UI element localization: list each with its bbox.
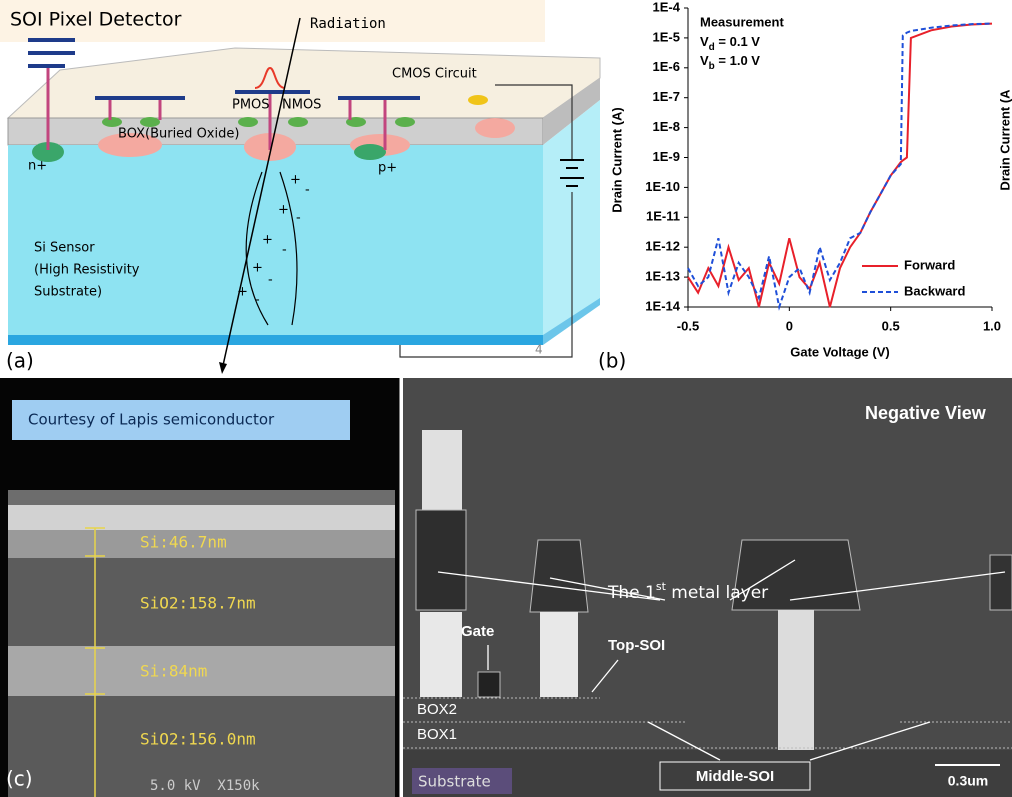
charge: + — [252, 261, 263, 276]
pillar — [778, 610, 814, 750]
panel-label: (a) — [6, 349, 34, 373]
pillar — [420, 612, 462, 697]
legend-label: Forward — [904, 257, 955, 272]
cmos-label: CMOS Circuit — [392, 67, 477, 82]
y-tick-label: 1E-12 — [645, 239, 680, 254]
y-tick-label: 1E-5 — [653, 29, 680, 44]
y-tick-label: 1E-4 — [653, 0, 681, 14]
metal-label: The 1st metal layer — [607, 580, 768, 603]
charge: - — [305, 183, 310, 198]
x-tick-label: 0.5 — [882, 318, 900, 333]
courtesy: Courtesy of Lapis semiconductor — [28, 411, 275, 429]
annotation-text: = 1.0 V — [715, 53, 760, 68]
symbol: V — [700, 53, 709, 68]
panel-b: (b) Gate Voltage (V) Drain Current (A) D… — [598, 0, 1012, 373]
charge: - — [296, 211, 301, 226]
active — [288, 117, 308, 127]
panel-label: (c) — [6, 767, 33, 791]
radiation-label: Radiation — [310, 16, 386, 32]
metal — [990, 555, 1012, 610]
panel-c: Courtesy of Lapis semiconductor Si:46.7n… — [0, 378, 1012, 797]
view-label: Negative View — [865, 403, 987, 423]
charge: - — [282, 243, 287, 258]
p-plus-well — [354, 144, 386, 160]
y-tick-label: 1E-9 — [653, 149, 680, 164]
charge: + — [290, 173, 301, 188]
x-tick-label: -0.5 — [677, 318, 699, 333]
scale-label: 0.3um — [948, 773, 988, 789]
pillar — [422, 430, 462, 510]
active — [395, 117, 415, 127]
y-tick-label: 1E-14 — [645, 298, 680, 313]
box2-label: BOX2 — [417, 701, 457, 718]
edge-label: Drain Current (A — [997, 89, 1012, 191]
charge: + — [278, 203, 289, 218]
metal-text: metal layer — [666, 583, 768, 603]
sensor-label: Si Sensor — [34, 241, 95, 256]
sem-info: 5.0 kV X150k — [150, 778, 260, 794]
n-plus: n+ — [28, 159, 47, 174]
active — [238, 117, 258, 127]
annotation: Vb = 1.0 V — [700, 53, 760, 71]
layer-label: Si:46.7nm — [140, 533, 227, 552]
metal — [416, 510, 466, 610]
box-label: BOX(Buried Oxide) — [118, 127, 239, 142]
active — [140, 117, 160, 127]
active — [468, 95, 488, 105]
substrate-label: Substrate — [418, 773, 491, 791]
backside — [8, 335, 543, 345]
layer-label: SiO2:156.0nm — [140, 730, 256, 749]
middle-soi-label: Middle-SOI — [696, 768, 774, 785]
gate — [478, 672, 500, 697]
charge: - — [255, 293, 260, 308]
annotation-text: = 0.1 V — [715, 34, 760, 49]
x-axis-title: Gate Voltage (V) — [790, 344, 889, 359]
x-tick-label: 1.0 — [983, 318, 1001, 333]
p-plus: p+ — [378, 161, 397, 176]
y-tick-label: 1E-7 — [653, 89, 680, 104]
implant — [475, 118, 515, 138]
gate-label: Gate — [461, 623, 494, 640]
charge: - — [268, 273, 273, 288]
arrow-head — [219, 362, 227, 374]
y-tick-label: 1E-10 — [645, 179, 680, 194]
pillar — [540, 612, 578, 697]
annotation: Vd = 0.1 V — [700, 34, 760, 52]
y-axis-title: Drain Current (A) — [609, 107, 624, 212]
figure: SOI Pixel Detector Radiation CMOS Circui… — [0, 0, 1012, 797]
y-tick-label: 1E-13 — [645, 269, 680, 284]
metal-text: The 1 — [607, 583, 656, 603]
metal — [530, 540, 588, 612]
panel-title: SOI Pixel Detector — [10, 9, 182, 31]
layer-band — [8, 505, 395, 530]
pmos-label: PMOS — [232, 98, 270, 113]
charge: + — [262, 233, 273, 248]
sensor-label: Substrate) — [34, 285, 102, 300]
x-tick-label: 0 — [786, 318, 793, 333]
nmos-label: NMOS — [282, 98, 321, 113]
panel-a: SOI Pixel Detector Radiation CMOS Circui… — [0, 0, 600, 374]
layer-label: Si:84nm — [140, 662, 207, 681]
panel-label: (b) — [598, 349, 626, 373]
y-tick-label: 1E-8 — [653, 119, 680, 134]
legend-label: Backward — [904, 283, 965, 298]
y-tick-label: 1E-6 — [653, 59, 680, 74]
charge: + — [237, 285, 248, 300]
corner-number: 4 — [535, 343, 543, 357]
y-tick-label: 1E-11 — [646, 209, 680, 224]
sensor-label: (High Resistivity — [34, 263, 140, 278]
box1-label: BOX1 — [417, 726, 457, 743]
layer-label: SiO2:158.7nm — [140, 594, 256, 613]
active — [102, 117, 122, 127]
symbol: V — [700, 34, 709, 49]
page: SOI Pixel Detector Radiation CMOS Circui… — [0, 0, 1012, 797]
top-soi-label: Top-SOI — [608, 637, 665, 654]
annotation-title: Measurement — [700, 14, 784, 29]
